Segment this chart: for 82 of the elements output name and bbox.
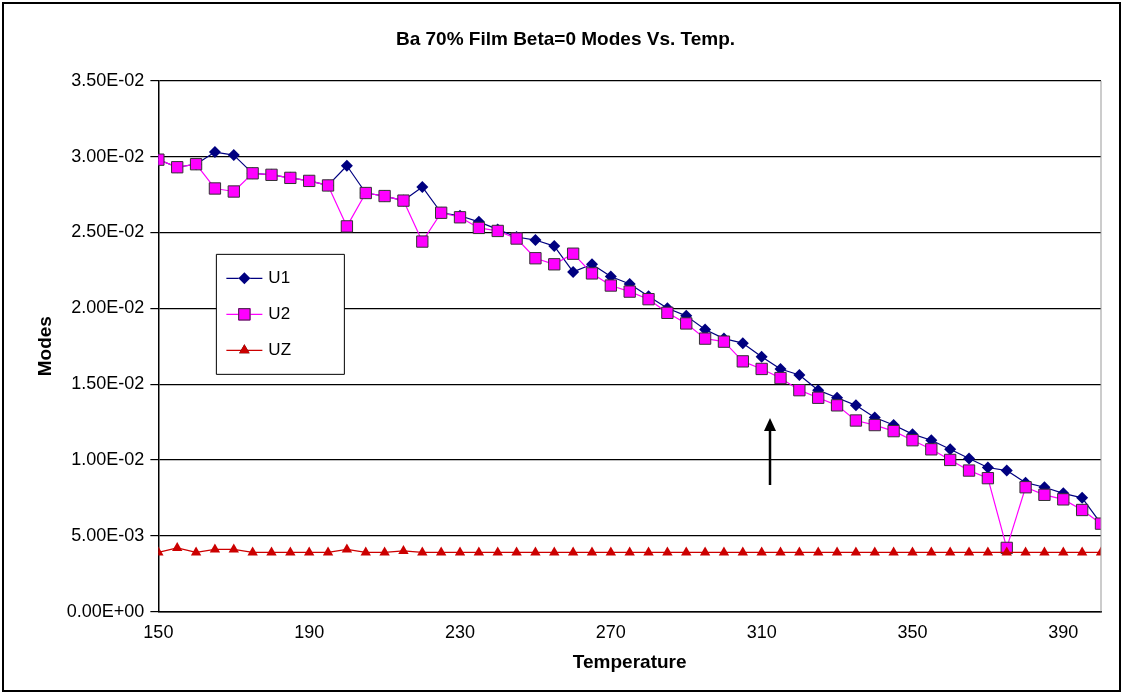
legend-label: UZ	[268, 340, 292, 360]
point	[736, 337, 749, 350]
x-tick-label: 310	[746, 622, 777, 643]
point	[416, 180, 429, 193]
x-tick-label: 150	[143, 622, 174, 643]
y-tick-label: 3.00E-02	[71, 145, 145, 166]
point	[322, 546, 334, 556]
point	[718, 546, 730, 556]
point	[172, 541, 183, 551]
point	[699, 546, 711, 556]
point	[661, 306, 674, 319]
point	[793, 369, 806, 382]
point	[850, 546, 862, 556]
point	[340, 220, 354, 233]
point	[472, 221, 486, 235]
point	[755, 350, 768, 363]
chart-title: Ba 70% Film Beta=0 Modes Vs. Temp.	[395, 27, 736, 49]
point	[190, 546, 202, 556]
legend-label: U1	[268, 268, 291, 288]
y-tick-label: 1.50E-02	[71, 373, 145, 394]
point	[209, 543, 221, 553]
x-tick-label: 390	[1048, 622, 1079, 643]
point	[963, 452, 976, 465]
point	[227, 149, 240, 162]
point	[398, 544, 409, 554]
y-tick-label: 3.50E-02	[71, 69, 145, 90]
point	[208, 182, 222, 195]
point	[1038, 488, 1051, 501]
legend-label: U2	[268, 304, 291, 324]
point	[227, 185, 240, 198]
y-axis-title: Modes	[33, 316, 55, 377]
point	[623, 285, 636, 298]
point	[981, 471, 995, 485]
y-tick-label: 2.00E-02	[71, 297, 145, 318]
point	[868, 418, 881, 432]
point	[887, 424, 900, 438]
point	[416, 235, 429, 248]
x-tick-label: 190	[294, 622, 325, 643]
point	[962, 464, 976, 477]
point	[944, 453, 957, 467]
point	[812, 391, 825, 404]
point	[604, 279, 617, 292]
point	[830, 399, 844, 412]
x-tick-label: 270	[595, 622, 626, 643]
point	[775, 546, 786, 556]
y-tick-label: 2.50E-02	[71, 221, 145, 242]
point	[266, 546, 277, 556]
point	[1057, 493, 1070, 506]
point	[566, 247, 580, 260]
point	[548, 240, 561, 253]
point	[925, 443, 938, 456]
point	[944, 443, 957, 456]
point	[1019, 481, 1032, 494]
point	[849, 399, 862, 412]
point	[586, 546, 598, 556]
point	[831, 546, 843, 556]
point	[755, 362, 768, 376]
point	[680, 317, 693, 330]
x-tick-label: 230	[444, 622, 476, 643]
point	[340, 159, 353, 172]
point	[341, 543, 353, 553]
point	[548, 258, 561, 271]
y-tick-label: 1.00E-02	[71, 448, 145, 469]
point	[906, 434, 919, 447]
y-tick-label: 0.00E+00	[66, 600, 145, 621]
point	[567, 265, 580, 278]
point	[698, 332, 712, 345]
point	[529, 252, 542, 265]
x-axis-title: Temperature	[572, 650, 687, 672]
point	[849, 414, 863, 427]
point	[963, 546, 975, 556]
point	[585, 267, 599, 280]
x-tick-label: 350	[897, 622, 928, 643]
y-tick-label: 5.00E-03	[71, 524, 145, 545]
point	[529, 234, 542, 247]
point	[1075, 503, 1089, 517]
point	[736, 355, 749, 368]
point	[793, 384, 806, 397]
point	[1000, 464, 1013, 477]
point	[208, 146, 221, 159]
point	[774, 371, 787, 385]
point	[1076, 491, 1089, 504]
